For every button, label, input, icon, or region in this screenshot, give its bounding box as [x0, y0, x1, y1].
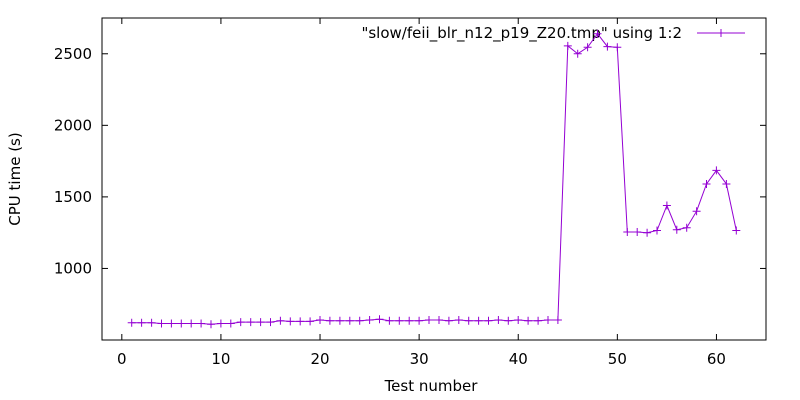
data-point — [504, 316, 513, 325]
data-point — [167, 319, 176, 328]
y-tick-label: 1000 — [54, 259, 92, 277]
data-point — [643, 228, 652, 237]
data-point — [236, 318, 245, 327]
data-point — [692, 207, 701, 216]
y-tick-label: 2000 — [54, 116, 92, 134]
series-line — [131, 32, 737, 325]
data-point — [722, 180, 731, 188]
data-point — [157, 319, 166, 328]
data-point — [544, 316, 552, 324]
data-point — [534, 316, 543, 325]
data-point — [365, 316, 374, 324]
data-point — [712, 166, 721, 175]
x-tick-label: 0 — [117, 350, 127, 368]
data-point — [633, 228, 642, 236]
legend: "slow/feii_blr_n12_p19_Z20.tmp" using 1:… — [361, 24, 745, 43]
data-point — [435, 316, 443, 324]
legend-series-marker — [717, 29, 725, 37]
data-point — [197, 319, 206, 328]
data-point — [464, 316, 473, 325]
data-point — [375, 315, 384, 324]
data-point — [514, 316, 523, 324]
data-point — [385, 316, 394, 325]
x-tick-label: 50 — [608, 350, 627, 368]
data-point — [286, 317, 295, 326]
data-point — [682, 223, 691, 232]
data-point — [732, 226, 741, 235]
x-tick-label: 10 — [211, 350, 230, 368]
data-point — [425, 316, 433, 324]
data-point — [613, 43, 622, 52]
data-point — [524, 316, 533, 325]
data-point — [177, 319, 186, 328]
data-point — [702, 180, 711, 188]
x-axis-label: Test number — [384, 377, 479, 395]
legend-series-label: "slow/feii_blr_n12_p19_Z20.tmp" using 1:… — [361, 24, 682, 43]
series-0 — [127, 29, 741, 329]
data-point — [306, 317, 315, 326]
data-point — [553, 316, 562, 324]
x-axis: 0 10 20 30 40 50 60 — [117, 18, 726, 368]
data-point — [563, 41, 572, 50]
data-point — [325, 316, 334, 325]
data-point — [187, 319, 196, 328]
y-axis-label: CPU time (s) — [6, 132, 24, 225]
data-point — [593, 29, 602, 38]
data-point — [494, 316, 503, 324]
x-tick-label: 30 — [410, 350, 429, 368]
data-point — [147, 318, 156, 327]
y-tick-label: 2500 — [54, 45, 92, 63]
data-point — [454, 316, 463, 324]
x-tick-label: 60 — [707, 350, 726, 368]
x-tick-label: 20 — [310, 350, 329, 368]
data-point — [623, 228, 632, 236]
data-point — [583, 43, 592, 52]
data-point — [474, 316, 483, 325]
data-point — [573, 49, 582, 58]
data-point — [246, 318, 255, 327]
data-point — [405, 316, 414, 325]
y-axis: 1000 1500 2000 2500 — [54, 45, 766, 277]
data-point — [662, 201, 671, 210]
data-point — [137, 318, 146, 327]
data-point — [345, 316, 354, 325]
data-point — [296, 317, 305, 326]
data-point — [256, 318, 265, 327]
data-point — [415, 316, 424, 325]
data-point — [316, 316, 324, 324]
data-point — [484, 316, 493, 325]
data-point — [653, 226, 661, 235]
data-point — [395, 316, 404, 325]
data-point — [216, 319, 225, 328]
data-point — [444, 316, 453, 325]
data-point — [335, 316, 344, 325]
plot-frame — [101, 17, 767, 341]
data-point — [672, 225, 681, 234]
data-point — [603, 42, 612, 51]
data-point — [355, 316, 364, 325]
data-point — [266, 318, 275, 327]
y-tick-label: 1500 — [54, 188, 92, 206]
data-point — [226, 319, 235, 328]
x-tick-label: 40 — [509, 350, 528, 368]
data-point — [276, 316, 285, 325]
data-point — [207, 320, 215, 329]
data-point — [127, 318, 136, 327]
